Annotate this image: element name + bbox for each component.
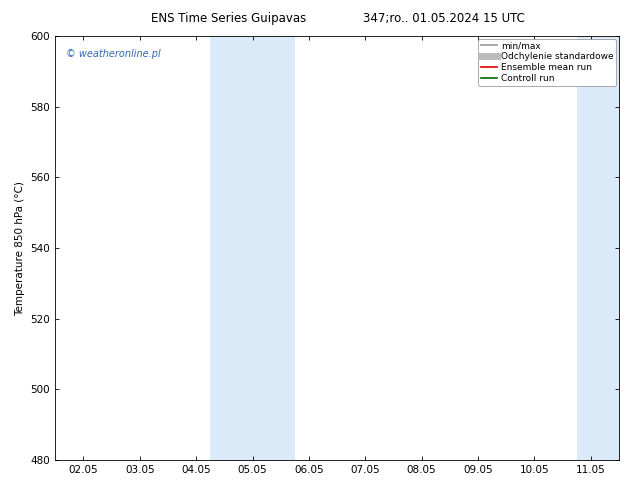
Text: © weatheronline.pl: © weatheronline.pl — [67, 49, 161, 59]
Y-axis label: Temperature 850 hPa (°C): Temperature 850 hPa (°C) — [15, 181, 25, 316]
Bar — [210, 36, 295, 460]
Text: ENS Time Series Guipavas: ENS Time Series Guipavas — [151, 12, 306, 25]
Legend: min/max, Odchylenie standardowe, Ensemble mean run, Controll run: min/max, Odchylenie standardowe, Ensembl… — [479, 39, 616, 86]
Bar — [577, 36, 619, 460]
Text: 347;ro.. 01.05.2024 15 UTC: 347;ro.. 01.05.2024 15 UTC — [363, 12, 525, 25]
